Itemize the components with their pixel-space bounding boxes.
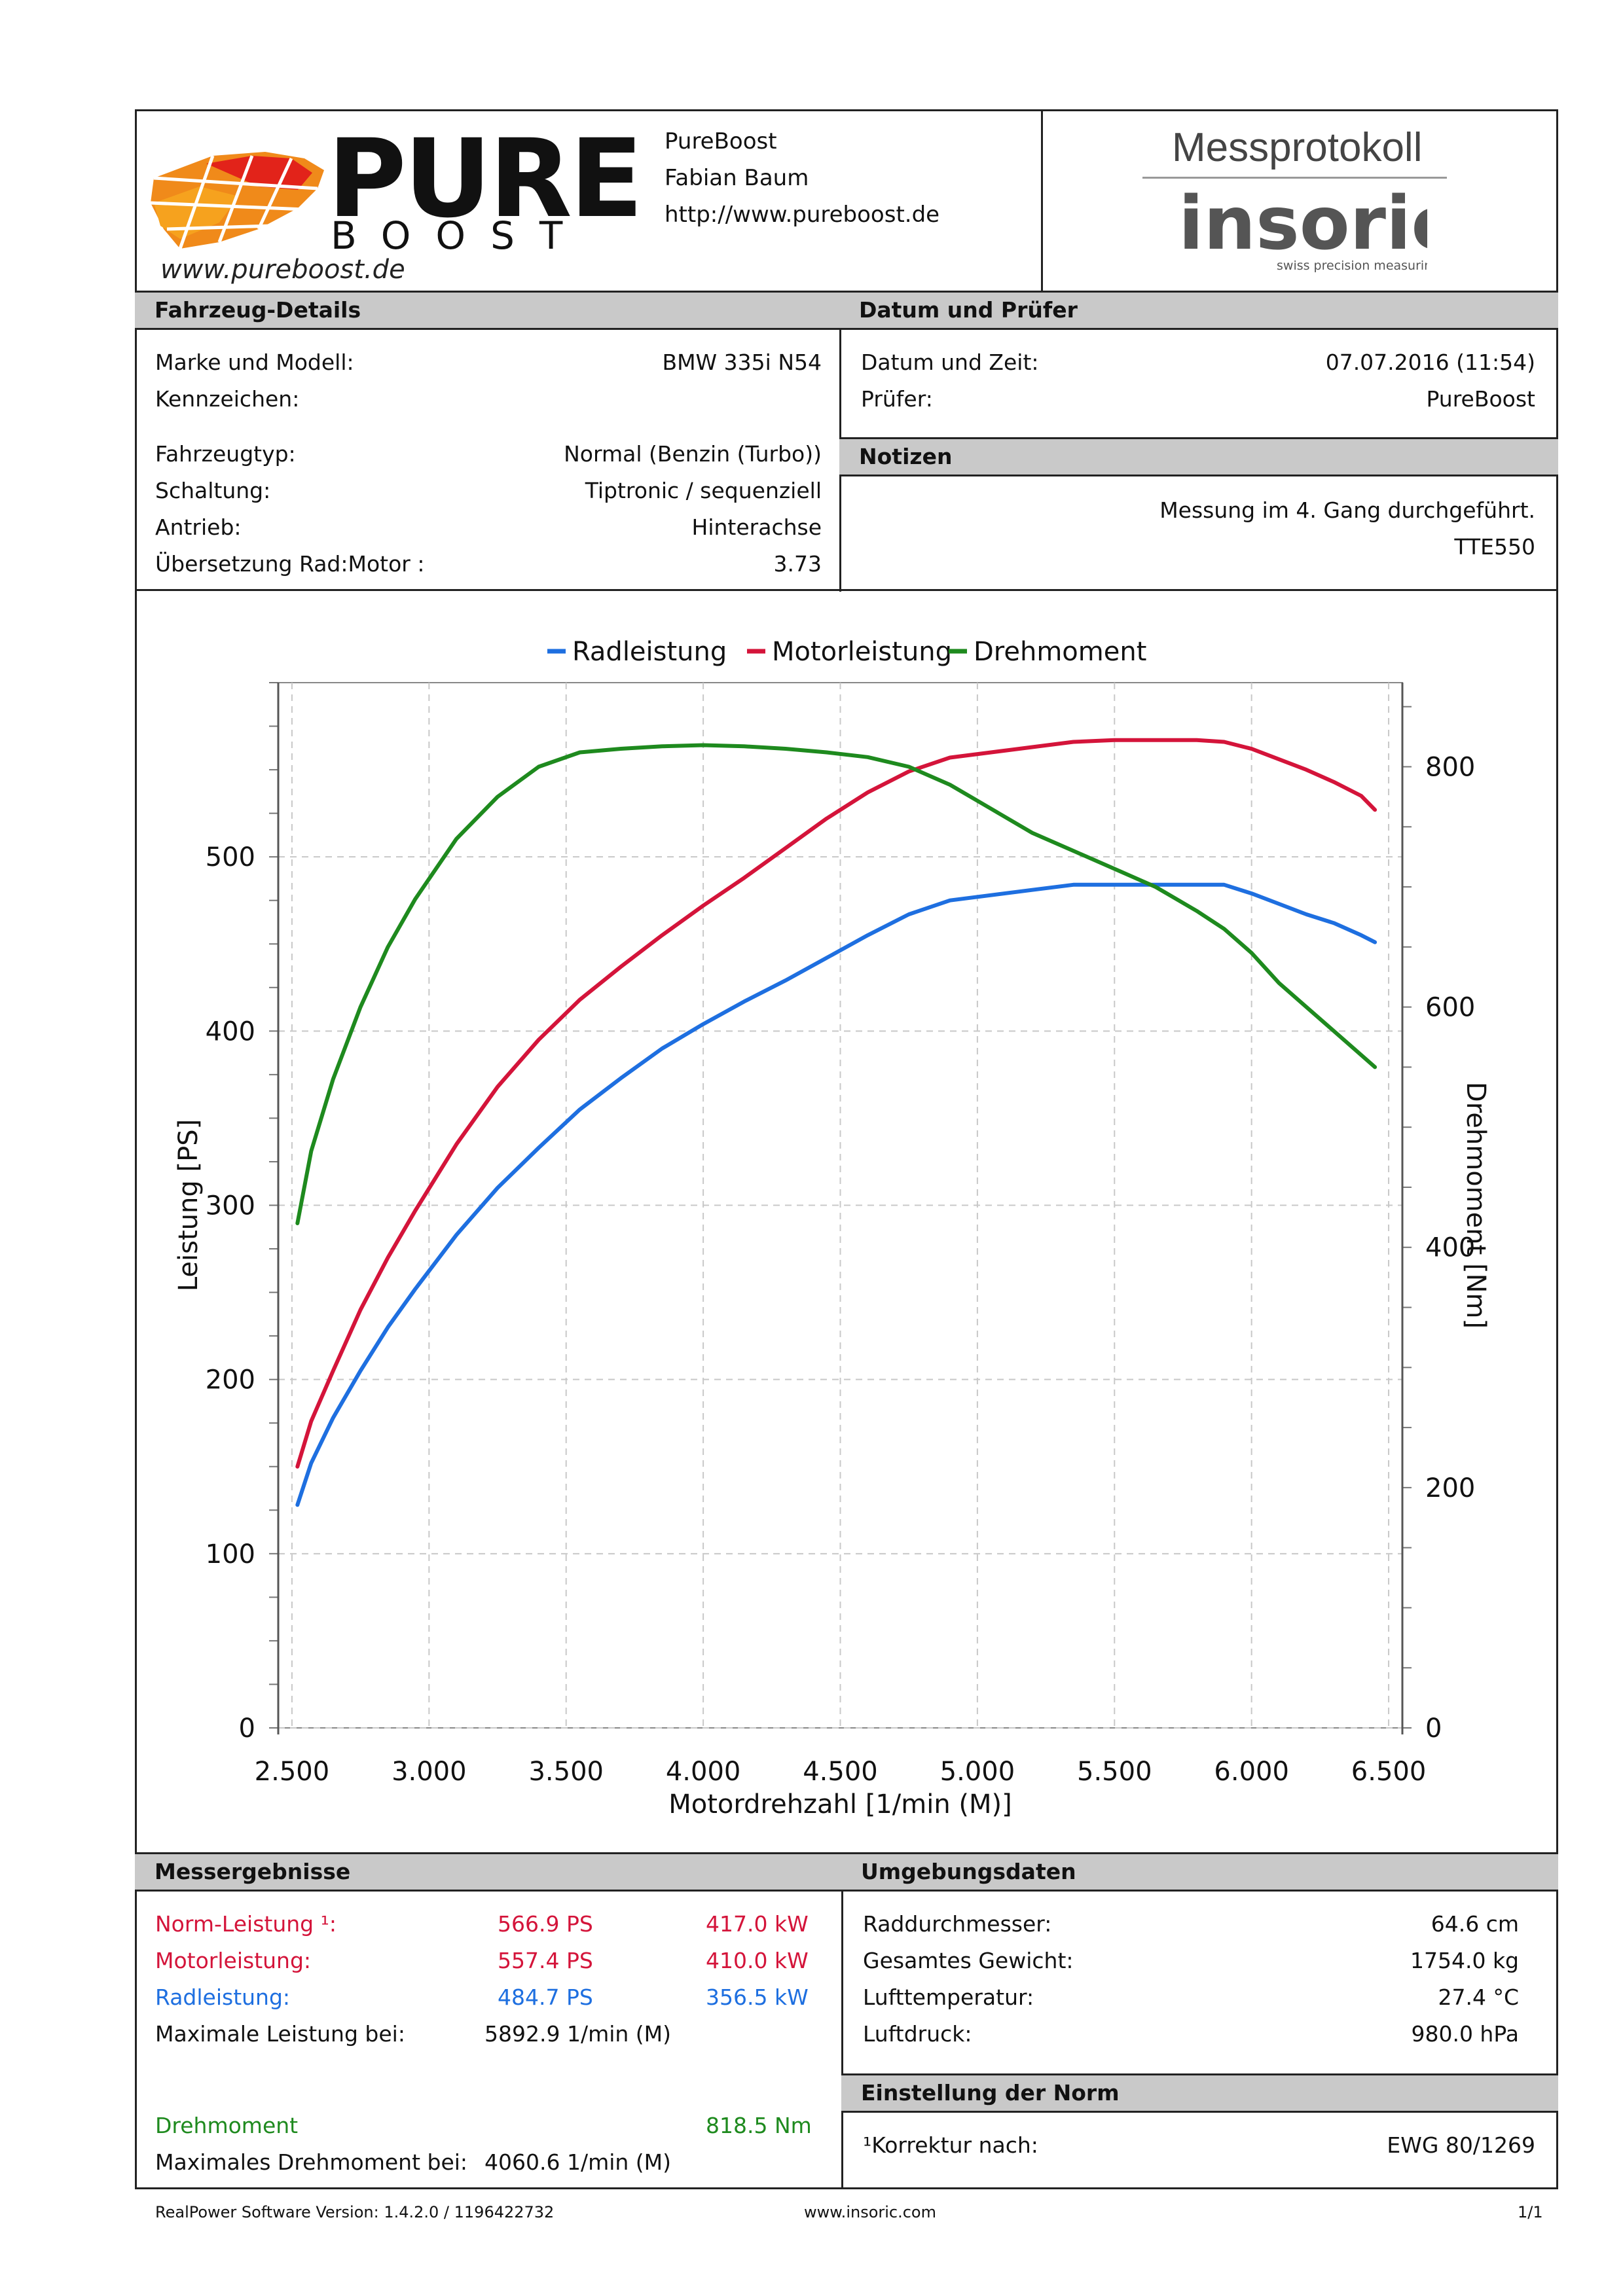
logo-mark-icon [150, 152, 324, 249]
y-left-tick-label: 200 [206, 1365, 255, 1395]
vehicle-label-3: Schaltung: [155, 478, 271, 503]
date-value-1: PureBoost [1426, 386, 1535, 412]
result-kw-2: 356.5 kW [706, 1984, 809, 2010]
vehicle-label-1: Kennzeichen: [155, 386, 300, 412]
result-label-1: Motorleistung: [155, 1948, 312, 1973]
date-value-0: 07.07.2016 (11:54) [1325, 350, 1535, 375]
legend-label: Motorleistung [772, 637, 952, 667]
y-left-tick-label: 500 [206, 842, 255, 872]
series-line-radleistung [295, 882, 1377, 1507]
vehicle-value-4: Hinterachse [691, 514, 822, 540]
report-title: Messprotokoll [1172, 125, 1423, 170]
legend-label: Radleistung [572, 637, 727, 667]
date-section-header: Datum und Prüfer [839, 291, 1558, 330]
max-torque-label: Maximales Drehmoment bei: [155, 2149, 468, 2175]
vehicle-value-0: BMW 335i N54 [662, 350, 822, 375]
y-right-tick-label: 400 [1425, 1233, 1475, 1263]
env-value-1: 1754.0 kg [1410, 1948, 1519, 1973]
y-left-tick-label: 300 [206, 1191, 255, 1221]
vehicle-label-2: Fahrzeugtyp: [155, 441, 296, 467]
max-torque-rpm: 4060.6 1/min (M) [484, 2149, 672, 2175]
result-kw-1: 410.0 kW [706, 1948, 809, 1973]
vehicle-value-2: Normal (Benzin (Turbo)) [564, 441, 822, 467]
title-underline [1142, 177, 1447, 179]
result-kw-0: 417.0 kW [706, 1911, 809, 1937]
vehicle-section-header: Fahrzeug-Details [135, 291, 841, 330]
vehicle-label-5: Übersetzung Rad:Motor : [155, 551, 425, 577]
vehicle-value-5: 3.73 [773, 551, 822, 577]
x-tick-label: 5.500 [1077, 1757, 1152, 1787]
legend-label: Drehmoment [974, 637, 1146, 667]
y-left-tick-label: 400 [206, 1016, 255, 1047]
y-left-tick-label: 0 [239, 1713, 255, 1744]
date-label-0: Datum und Zeit: [861, 350, 1039, 375]
website[interactable]: http://www.pureboost.de [665, 202, 940, 228]
env-value-2: 27.4 °C [1438, 1984, 1519, 2010]
y-right-tick-label: 600 [1425, 993, 1475, 1023]
env-value-3: 980.0 hPa [1411, 2021, 1519, 2047]
torque-value: 818.5 Nm [706, 2113, 812, 2138]
series-line-motorleistung [295, 738, 1377, 1469]
y-left-tick-label: 100 [206, 1539, 255, 1570]
env-label-2: Lufttemperatur: [863, 1984, 1034, 2010]
x-tick-label: 3.500 [528, 1757, 604, 1787]
result-ps-0: 566.9 PS [498, 1911, 593, 1937]
footer-page: 1/1 [1518, 2203, 1543, 2221]
x-tick-label: 6.000 [1214, 1757, 1289, 1787]
env-label-1: Gesamtes Gewicht: [863, 1948, 1074, 1973]
vehicle-label-4: Antrieb: [155, 514, 242, 540]
torque-label: Drehmoment [155, 2113, 299, 2138]
y-left-axis-title: Leistung [PS] [173, 1119, 204, 1291]
x-axis-title: Motordrehzahl [1/min (M)] [668, 1789, 1012, 1820]
result-label-2: Radleistung: [155, 1984, 291, 2010]
report-frame [135, 109, 1558, 2189]
brand-tagline: swiss precision measuring [1277, 259, 1427, 273]
x-tick-label: 5.000 [940, 1757, 1015, 1787]
results-section-header: Messergebnisse [135, 1852, 843, 1892]
result-ps-2: 484.7 PS [498, 1984, 593, 2010]
x-tick-label: 2.500 [255, 1757, 330, 1787]
norm-label: ¹Korrektur nach: [863, 2132, 1038, 2158]
footer-site[interactable]: www.insoric.com [804, 2203, 936, 2221]
x-tick-label: 6.500 [1351, 1757, 1427, 1787]
footer-software: RealPower Software Version: 1.4.2.0 / 11… [155, 2203, 555, 2221]
notes-line-0: Messung im 4. Gang durchgeführt. [1159, 497, 1535, 523]
chart-top-border [135, 589, 1558, 591]
y-right-tick-label: 800 [1425, 752, 1475, 782]
notes-line-1: TTE550 [1454, 534, 1535, 560]
env-label-3: Luftdruck: [863, 2021, 972, 2047]
environment-section-header: Umgebungsdaten [841, 1852, 1558, 1892]
logo-word-pure: PURE [327, 118, 641, 242]
x-tick-label: 4.500 [803, 1757, 878, 1787]
power-torque-chart: 2.500 3.000 3.500 4.000 4.500 5.000 5.500 6.000… [173, 637, 1491, 1820]
vehicle-label-0: Marke und Modell: [155, 350, 354, 375]
result-label-0: Norm-Leistung ¹: [155, 1911, 337, 1937]
results-divider [841, 1852, 843, 2189]
series-line-drehmoment [295, 743, 1377, 1225]
vehicle-value-3: Tiptronic / sequenziell [585, 478, 822, 503]
x-tick-label: 3.000 [392, 1757, 467, 1787]
logo-word-boost: BOOST [331, 213, 587, 258]
norm-section-header: Einstellung der Norm [841, 2073, 1558, 2113]
insoric-logo: insoric swiss precision measuring [1178, 181, 1455, 281]
company-name: PureBoost [665, 128, 777, 154]
y-right-tick-label: 200 [1425, 1473, 1475, 1503]
max-power-label: Maximale Leistung bei: [155, 2021, 405, 2047]
header-divider [1041, 109, 1043, 293]
x-tick-label: 4.000 [666, 1757, 741, 1787]
result-ps-1: 557.4 PS [498, 1948, 593, 1973]
brand-name: insoric [1178, 183, 1427, 266]
env-label-0: Raddurchmesser: [863, 1911, 1052, 1937]
date-label-1: Prüfer: [861, 386, 933, 412]
notes-section-header: Notizen [839, 437, 1558, 476]
max-power-rpm: 5892.9 1/min (M) [484, 2021, 672, 2047]
pureboost-logo: PURE BOOST www.pureboost.de [141, 116, 651, 291]
norm-value: EWG 80/1269 [1387, 2132, 1535, 2158]
contact-name: Fabian Baum [665, 165, 809, 191]
y-right-tick-label: 0 [1425, 1713, 1442, 1744]
env-value-0: 64.6 cm [1431, 1911, 1519, 1937]
y-right-axis-title: Drehmoment [Nm] [1461, 1082, 1491, 1329]
logo-signature: www.pureboost.de [160, 255, 405, 285]
